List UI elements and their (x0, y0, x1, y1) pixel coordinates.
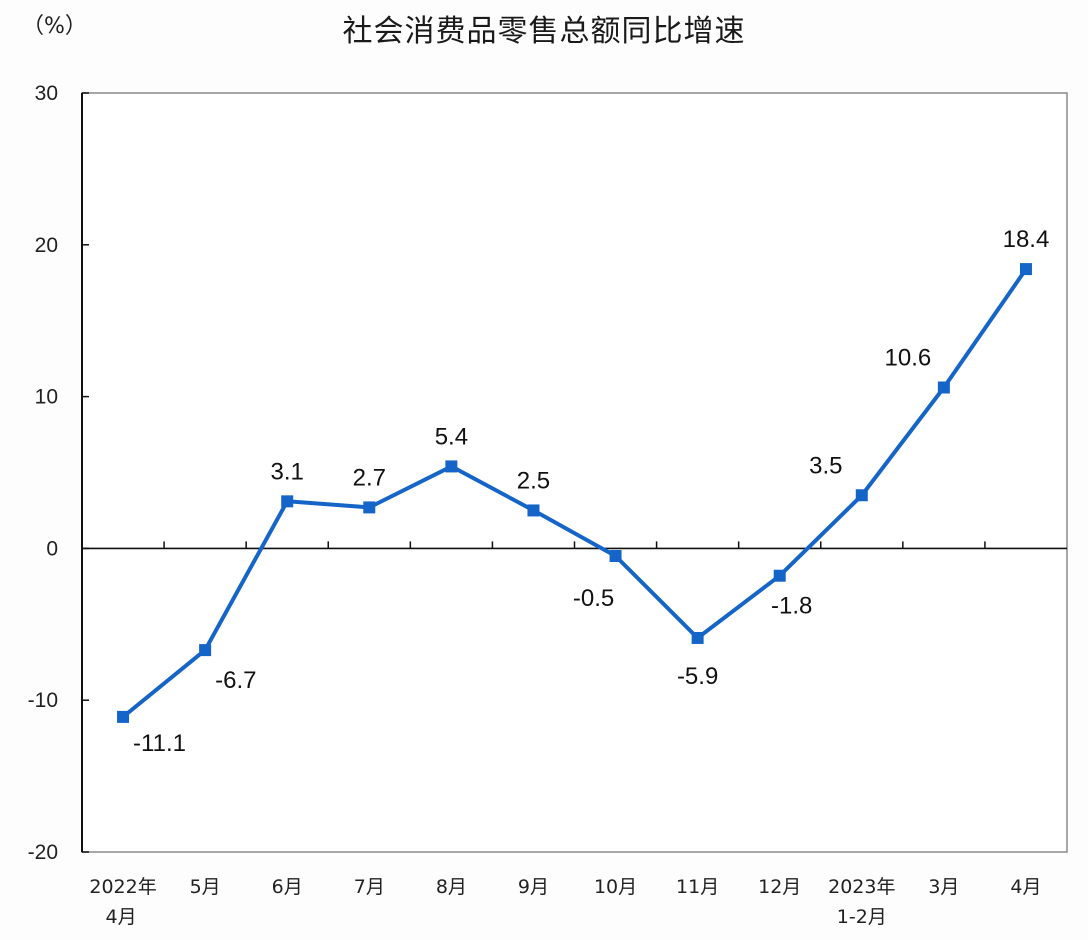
x-tick-label: 3月 (928, 876, 959, 898)
x-tick-label: 12月 (758, 876, 801, 898)
y-tick-label: -10 (28, 689, 58, 712)
data-point-marker (691, 631, 704, 644)
data-point-marker (363, 501, 376, 514)
data-label: -1.8 (771, 593, 812, 620)
data-series (117, 263, 1032, 723)
y-axis-unit-label: （%） (22, 14, 87, 39)
data-label: -6.7 (215, 667, 256, 694)
data-label: 2.7 (353, 464, 386, 491)
data-point-marker (937, 381, 950, 394)
data-point-marker (855, 489, 868, 502)
data-point-marker (1019, 263, 1032, 276)
series-line (121, 267, 1028, 719)
data-point-marker (527, 504, 540, 517)
data-label: -0.5 (573, 585, 614, 612)
x-tick-label: 2023年 (828, 876, 895, 898)
data-point-marker (199, 644, 212, 657)
data-labels: -11.1 -6.7 3.1 2.7 5.4 2.5 -0.5 -5.9 -1.8 3.5 10.6… (133, 226, 1049, 757)
data-label: 5.4 (435, 423, 468, 450)
x-tick-label: 4月 (1010, 876, 1041, 898)
data-label: 10.6 (885, 344, 932, 371)
x-tick-label: 8月 (436, 876, 467, 898)
data-label: 18.4 (1003, 226, 1050, 253)
data-point-marker (773, 569, 786, 582)
y-tick-label: 20 (35, 234, 58, 257)
plot-area (81, 92, 1068, 853)
x-tick-label: 1-2月 (837, 906, 887, 928)
data-point-marker (281, 495, 294, 508)
data-point-marker (445, 460, 458, 473)
data-label: 3.1 (271, 458, 304, 485)
y-tick-label: 10 (35, 386, 58, 409)
y-tick-label: -20 (28, 841, 58, 864)
data-point-marker (117, 710, 130, 723)
y-axis: 30 20 10 0 -10 -20 (28, 82, 89, 864)
x-tick-label: 10月 (594, 876, 637, 898)
plot-frame (81, 92, 1068, 853)
data-label: 3.5 (809, 452, 842, 479)
y-tick-label: 0 (46, 537, 58, 560)
y-tick-label: 30 (35, 82, 58, 105)
x-tick-label: 2022年 (89, 876, 156, 898)
x-tick-label: 6月 (272, 876, 303, 898)
x-axis: 2022年 4月 5月 6月 7月 8月 9月 10月 11月 12月 2023年 1-2月 3月 4月 (82, 541, 1067, 928)
x-tick-label: 5月 (190, 876, 221, 898)
data-point-marker (609, 549, 622, 562)
data-label: 2.5 (517, 467, 550, 494)
chart-title: 社会消费品零售总额同比增速 (342, 14, 746, 49)
data-label: -5.9 (677, 663, 718, 690)
data-label: -11.1 (133, 730, 186, 757)
x-tick-label: 7月 (354, 876, 385, 898)
x-tick-label: 11月 (676, 876, 719, 898)
x-tick-label: 4月 (105, 906, 136, 928)
x-tick-label: 9月 (518, 876, 549, 898)
